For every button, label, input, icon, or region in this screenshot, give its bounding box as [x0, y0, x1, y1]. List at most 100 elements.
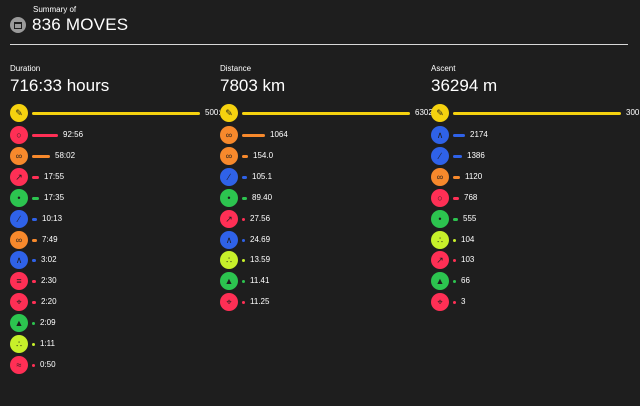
value-bar: [242, 280, 245, 283]
activity-value: 58:02: [55, 151, 76, 160]
fitness-icon: ∴: [10, 335, 28, 353]
column-total-value: 716:33 hours: [10, 76, 110, 95]
value-bar: [453, 176, 460, 179]
activity-row[interactable]: ▲ 11.41: [220, 272, 425, 294]
value-bar: [242, 197, 247, 200]
value-bar: [242, 239, 245, 242]
ski-touring-icon: ∧: [10, 251, 28, 269]
ski-touring-icon: ∧: [220, 231, 238, 249]
swimming-icon: ≈: [10, 356, 28, 374]
activity-row[interactable]: ∧ 24.69: [220, 231, 425, 253]
activity-value: 555: [463, 214, 477, 223]
value-bar: [453, 280, 456, 283]
activity-row[interactable]: • 89.40: [220, 189, 425, 211]
value-bar: [242, 134, 265, 137]
activity-row[interactable]: ≈0:50: [10, 356, 215, 378]
value-bar: [242, 112, 410, 115]
activity-value: 24.69: [250, 235, 271, 244]
activity-row[interactable]: ∕ 10:13: [10, 210, 215, 232]
activity-row[interactable]: ∞ 1120: [431, 168, 636, 190]
activity-row[interactable]: ≡ 2:30: [10, 272, 215, 294]
all-sports-icon: ✎: [220, 104, 238, 122]
total-row[interactable]: ✎ 6302: [220, 104, 433, 126]
total-row[interactable]: ✎ 30015: [431, 104, 640, 126]
activity-row[interactable]: ↗ 17:55: [10, 168, 215, 190]
activity-value: 104: [461, 235, 475, 244]
value-bar: [242, 155, 248, 158]
activity-value: 1:11: [40, 339, 55, 348]
value-bar: [32, 280, 36, 283]
activity-value: 17:55: [44, 172, 65, 181]
activity-value: 27.56: [250, 214, 271, 223]
value-bar: [453, 259, 456, 262]
summary-title: 836 MOVES: [32, 15, 129, 34]
value-bar: [32, 134, 58, 137]
activity-value: 2:30: [41, 276, 57, 285]
calendar-icon: [10, 17, 26, 33]
activity-row[interactable]: ∧ 3:02: [10, 251, 215, 273]
activity-value: 13.59: [250, 255, 271, 264]
value-bar: [32, 364, 35, 367]
activity-value: 89.40: [252, 193, 273, 202]
value-bar: [32, 259, 36, 262]
distance-column: Distance 7803 km ✎ 6302 ∞ 1064 ∞ 154.0 ∕ 105.1 •…: [220, 64, 433, 406]
value-bar: [453, 112, 621, 115]
value-bar: [242, 218, 245, 221]
activity-row[interactable]: ∞ 58:02: [10, 147, 215, 169]
activity-row[interactable]: ∞ 154.0: [220, 147, 425, 169]
activity-row[interactable]: ∞ 7:49: [10, 231, 215, 253]
activity-value: 11.25: [250, 297, 270, 306]
activity-row[interactable]: ∧ 2174: [431, 126, 636, 148]
activity-row[interactable]: ▲ 66: [431, 272, 636, 294]
walking-icon: •: [431, 210, 449, 228]
value-bar: [32, 343, 35, 346]
value-bar: [32, 301, 36, 304]
orienteering-icon: ⌖: [10, 293, 28, 311]
trail-running-icon: ↗: [10, 168, 28, 186]
activity-row[interactable]: ▲ 2:09: [10, 314, 215, 336]
activity-value: 92:56: [63, 130, 84, 139]
value-bar: [242, 301, 245, 304]
activity-row[interactable]: • 17:35: [10, 189, 215, 211]
activity-row[interactable]: ∞ 1064: [220, 126, 425, 148]
activity-value: 2:09: [40, 318, 56, 327]
cycling-icon: ∞: [431, 168, 449, 186]
value-bar: [453, 155, 462, 158]
value-bar: [32, 322, 35, 325]
activity-row[interactable]: ∴ 104: [431, 231, 636, 253]
activity-value: 2:20: [41, 297, 57, 306]
activity-row[interactable]: ∕ 1386: [431, 147, 636, 169]
activity-value: 105.1: [252, 172, 273, 181]
summary-label: Summary of: [33, 5, 77, 14]
column-label: Ascent: [431, 64, 456, 73]
activity-value: 6302: [415, 108, 433, 117]
all-sports-icon: ✎: [431, 104, 449, 122]
value-bar: [32, 112, 200, 115]
duration-column: Duration 716:33 hours ✎ 500:01 ○ 92:56 ∞ 58:0…: [10, 64, 229, 406]
activity-row[interactable]: ⌖ 3: [431, 293, 636, 315]
activity-value: 7:49: [42, 235, 58, 244]
value-bar: [32, 239, 37, 242]
walking-icon: •: [10, 189, 28, 207]
activity-value: 1120: [465, 172, 483, 181]
skiing-icon: ∕: [10, 210, 28, 228]
activity-row[interactable]: ∕ 105.1: [220, 168, 425, 190]
activity-row[interactable]: ∴ 13.59: [220, 251, 425, 273]
column-total-value: 36294 m: [431, 76, 498, 95]
activity-row[interactable]: ↗ 27.56: [220, 210, 425, 232]
activity-row[interactable]: ↗ 103: [431, 251, 636, 273]
trail-running-icon: ↗: [220, 210, 238, 228]
activity-row[interactable]: ∴ 1:11: [10, 335, 215, 357]
activity-row[interactable]: ○ 768: [431, 189, 636, 211]
activity-value: 0:50: [40, 360, 56, 369]
total-row[interactable]: ✎ 500:01: [10, 104, 229, 126]
value-bar: [32, 176, 39, 179]
value-bar: [453, 239, 456, 242]
activity-value: 2174: [470, 130, 488, 139]
value-bar: [242, 259, 245, 262]
activity-row[interactable]: ⌖ 2:20: [10, 293, 215, 315]
ski-touring-icon: ∧: [431, 126, 449, 144]
activity-row[interactable]: ○ 92:56: [10, 126, 215, 148]
activity-row[interactable]: • 555: [431, 210, 636, 232]
activity-row[interactable]: ⌖ 11.25: [220, 293, 425, 315]
